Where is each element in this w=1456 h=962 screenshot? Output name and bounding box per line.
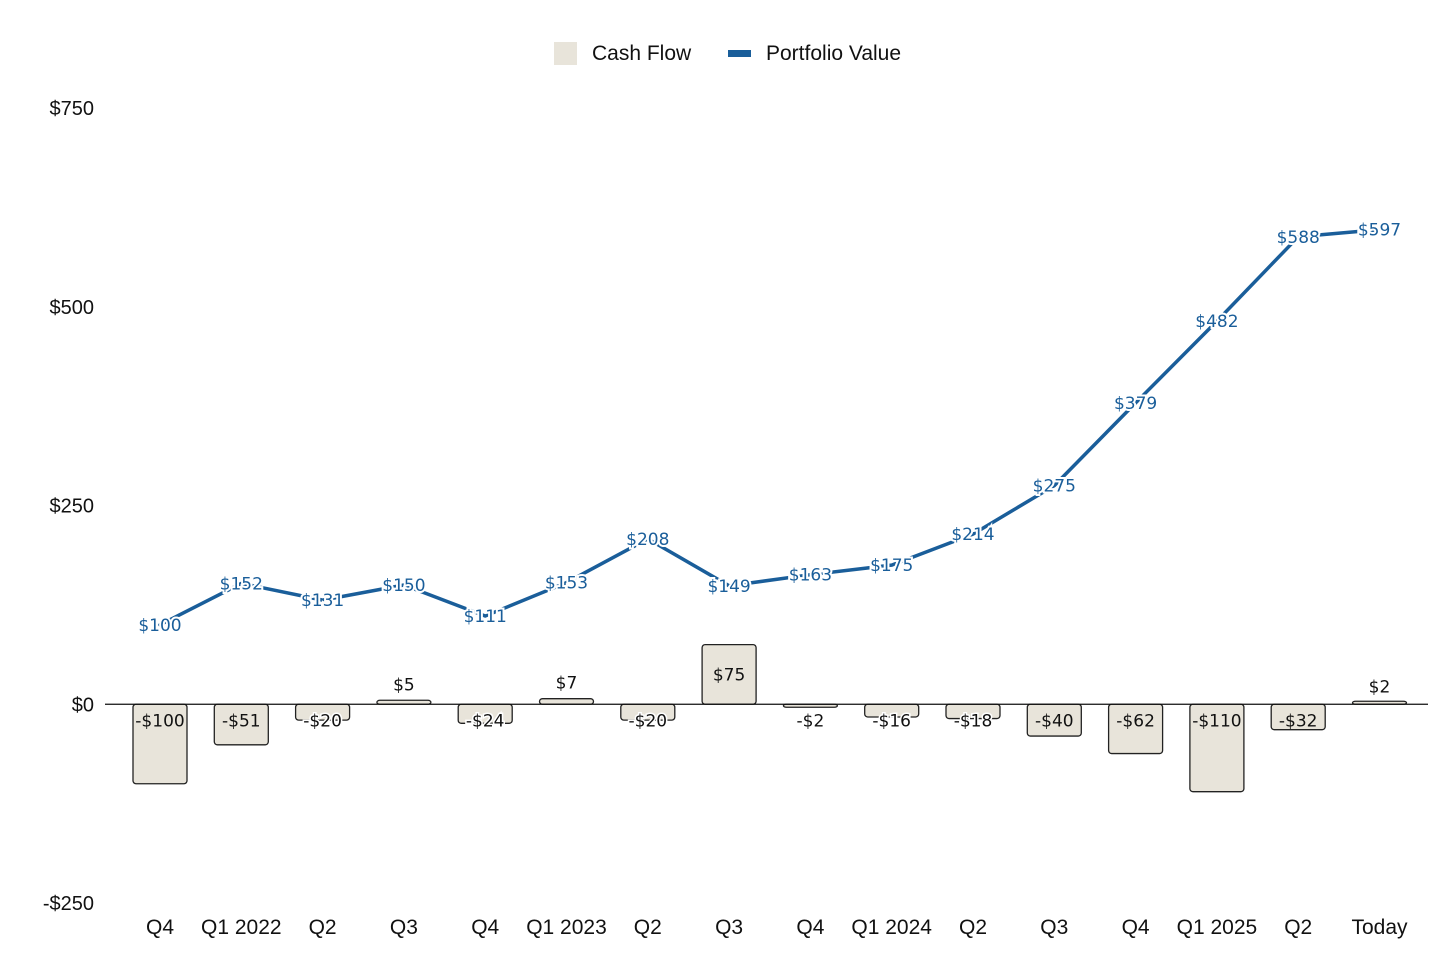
portfolio-value-labels: $100 $152 $131 $150 $111 $153 $208 $149 $163 $175…	[136, 219, 1403, 638]
x-tick-label: Q2	[309, 916, 337, 939]
portfolio-value-data-label: $275	[1033, 477, 1076, 497]
portfolio-value-line	[158, 227, 1382, 627]
cash-flow-data-label: -$40	[1035, 711, 1074, 731]
portfolio-value-data-label: $208	[626, 530, 669, 550]
x-tick-label: Q4	[796, 916, 824, 939]
portfolio-value-data-label: $152	[220, 574, 263, 594]
y-tick-label: -$250	[43, 893, 94, 915]
portfolio-value-data-label: $163	[789, 566, 832, 586]
x-tick-label: Q2	[1284, 916, 1312, 939]
y-tick-label: $250	[50, 496, 95, 518]
y-tick-label: $0	[72, 694, 94, 716]
cash-flow-data-label: -$16	[872, 711, 911, 731]
cash-flow-data-label: $2	[1369, 678, 1391, 698]
cash-flow-data-label: -$62	[1116, 711, 1155, 731]
portfolio-value-data-label: $482	[1195, 312, 1238, 332]
x-tick-label: Q2	[634, 916, 662, 939]
cash-flow-data-label: -$20	[303, 711, 342, 731]
legend-item-portfolio-value[interactable]: Portfolio Value	[728, 42, 901, 65]
portfolio-value-data-label: $379	[1114, 394, 1157, 414]
y-tick-label: $500	[50, 297, 95, 319]
x-tick-label: Q4	[146, 916, 174, 939]
cash-flow-data-label: -$20	[629, 711, 668, 731]
y-axis: -$250 $0 $250 $500 $750	[43, 98, 94, 915]
cash-flow-data-label: -$24	[466, 711, 505, 731]
legend-label-portfolio-value: Portfolio Value	[766, 42, 901, 65]
cash-flow-data-label: -$51	[222, 711, 261, 731]
x-tick-label: Q3	[1040, 916, 1068, 939]
portfolio-value-data-label: $150	[382, 576, 425, 596]
portfolio-value-data-label: $131	[301, 591, 344, 611]
cash-flow-labels: -$100 -$51 -$20 $5 -$24 $7 -$20 $75 -$2 -$16 -$18 -…	[135, 665, 1392, 732]
cash-flow-data-label: $5	[393, 675, 415, 695]
portfolio-value-data-label: $588	[1277, 228, 1320, 248]
cash-flow-data-label: -$2	[797, 711, 825, 731]
x-tick-label: Q2	[959, 916, 987, 939]
portfolio-value-data-label: $175	[870, 556, 913, 576]
portfolio-value-data-label: $149	[707, 577, 750, 597]
portfolio-value-data-label: $111	[464, 607, 507, 627]
legend-label-cash-flow: Cash Flow	[592, 42, 692, 65]
x-tick-label: Q1 2024	[851, 916, 932, 939]
cash-flow-data-label: -$110	[1192, 711, 1241, 731]
x-tick-label: Today	[1351, 916, 1408, 939]
cash-flow-data-label: -$32	[1279, 711, 1318, 731]
cash-flow-data-label: $75	[713, 665, 745, 685]
portfolio-value-data-label: $153	[545, 574, 588, 594]
x-axis: Q4 Q1 2022 Q2 Q3 Q4 Q1 2023 Q2 Q3 Q4 Q1 2024 Q2 Q3 Q…	[146, 916, 1408, 939]
legend-swatch-portfolio-value	[728, 50, 751, 57]
x-tick-label: Q3	[715, 916, 743, 939]
x-tick-label: Q3	[390, 916, 418, 939]
portfolio-value-data-label: $597	[1358, 221, 1401, 241]
legend: Cash Flow Portfolio Value	[554, 42, 901, 65]
y-tick-label: $750	[50, 98, 95, 120]
x-tick-label: Q1 2023	[526, 916, 607, 939]
cash-flow-data-label: $7	[556, 674, 578, 694]
cash-flow-data-label: -$18	[954, 711, 993, 731]
x-tick-label: Q1 2022	[201, 916, 282, 939]
x-tick-label: Q4	[1122, 916, 1150, 939]
cash-flow-bars	[132, 643, 1408, 793]
portfolio-value-data-label: $214	[951, 525, 994, 545]
cash-flow-bar[interactable]	[538, 698, 595, 705]
cash-flow-data-label: -$100	[135, 711, 184, 731]
x-tick-label: Q4	[471, 916, 499, 939]
portfolio-value-data-label: $100	[138, 616, 181, 636]
legend-swatch-cash-flow	[554, 42, 577, 65]
x-tick-label: Q1 2025	[1177, 916, 1258, 939]
legend-item-cash-flow[interactable]: Cash Flow	[554, 42, 692, 65]
